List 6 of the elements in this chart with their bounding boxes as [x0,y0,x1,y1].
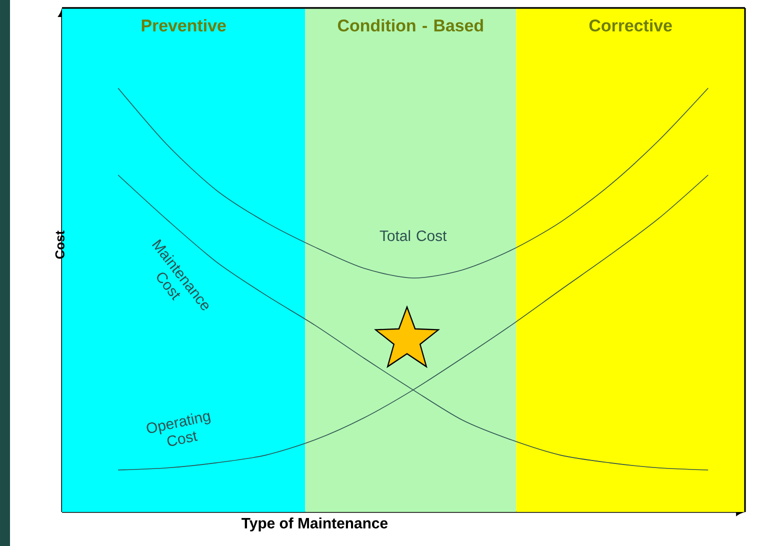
text: Total Cost [380,230,447,242]
text: Condition - Based [338,19,483,32]
text: Preventive [142,19,226,32]
x-axis-title: Type of Maintenance [242,517,388,532]
text: Operating Cost [146,412,211,446]
text: Corrective [589,19,672,32]
